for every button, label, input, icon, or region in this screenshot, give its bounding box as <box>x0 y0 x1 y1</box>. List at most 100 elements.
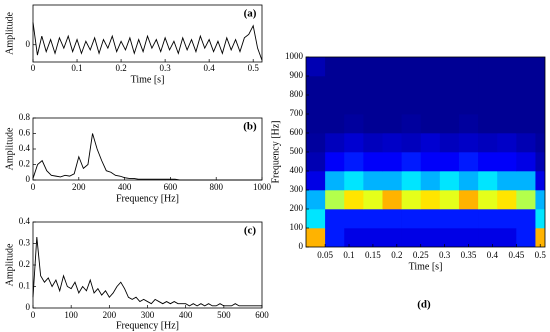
heatmap-cell <box>535 209 545 229</box>
heatmap-cell <box>344 228 364 247</box>
heatmap-cell <box>478 190 498 210</box>
heatmap-cell <box>325 114 345 134</box>
heatmap-cell <box>382 190 402 210</box>
x-tick-label: 100 <box>64 310 78 320</box>
heatmap-cell <box>497 114 517 134</box>
heatmap-cell <box>420 114 441 134</box>
heatmap-cell <box>535 190 545 210</box>
heatmap-cell <box>344 95 364 115</box>
heatmap-cell <box>401 95 422 115</box>
heatmap-cell <box>382 114 402 134</box>
heatmap-cell <box>478 114 498 134</box>
heatmap-cell <box>363 152 383 172</box>
x-tick-label: 0.4 <box>204 63 216 73</box>
heatmap-cell <box>363 228 383 247</box>
heatmap-cell <box>363 190 383 210</box>
plot-frame <box>32 4 263 63</box>
x-tick-label: 1000 <box>253 182 272 192</box>
x-tick-label: 0 <box>31 310 36 320</box>
heatmap-cell <box>478 133 498 153</box>
heatmap-cell <box>344 171 364 191</box>
y-tick-label: 0.6 <box>19 128 31 138</box>
y-tick-label: 200 <box>290 203 304 213</box>
heatmap-cell <box>497 152 517 172</box>
heatmap-cell <box>458 95 479 115</box>
x-tick-label: 600 <box>164 182 178 192</box>
heatmap-cell <box>497 190 517 210</box>
y-tick-label: 0 <box>26 302 31 312</box>
heatmap-cell <box>344 114 364 134</box>
heatmap-cell <box>458 57 479 77</box>
x-tick-label: 0 <box>31 63 36 73</box>
panel-label: (c) <box>244 225 257 237</box>
x-tick-label: 0.2 <box>115 63 126 73</box>
x-tick-label: 500 <box>217 310 231 320</box>
y-axis-label: Amplitude <box>4 243 15 286</box>
heatmap-cell <box>306 152 326 172</box>
heatmap-cell <box>306 190 326 210</box>
heatmap-cell <box>535 57 545 77</box>
y-tick-label: 0.2 <box>19 159 30 169</box>
heatmap-cell <box>363 171 383 191</box>
heatmap-cell <box>382 228 402 247</box>
heatmap-cell <box>478 57 498 77</box>
heatmap-cell <box>420 171 441 191</box>
heatmap-cell <box>497 95 517 115</box>
heatmap-cell <box>516 95 536 115</box>
heatmap-cell <box>401 190 422 210</box>
y-tick-label: 700 <box>290 108 304 118</box>
heatmap-cell <box>306 133 326 153</box>
heatmap-cell <box>420 95 441 115</box>
x-axis-label: Time [s] <box>131 74 165 85</box>
heatmap-cell <box>458 133 479 153</box>
y-tick-label: 100 <box>290 222 304 232</box>
signal-line <box>32 237 262 307</box>
heatmap-cell <box>458 114 479 134</box>
x-tick-label: 0.35 <box>461 250 477 260</box>
x-tick-label: 400 <box>118 182 132 192</box>
x-tick-label: 0.4 <box>487 250 499 260</box>
heatmap-cell <box>478 95 498 115</box>
heatmap-cell <box>325 95 345 115</box>
heatmap-cell <box>516 190 536 210</box>
heatmap-cell <box>306 209 326 229</box>
x-axis-label: Frequency [Hz] <box>116 320 179 331</box>
x-tick-label: 200 <box>103 310 117 320</box>
x-tick-label: 0.5 <box>248 63 260 73</box>
heatmap-cell <box>363 133 383 153</box>
heatmap-cell <box>401 171 422 191</box>
heatmap-cell <box>306 57 326 77</box>
heatmap-cell <box>516 152 536 172</box>
heatmap-cell <box>516 57 536 77</box>
heatmap-cell <box>535 152 545 172</box>
heatmap-cell <box>382 95 402 115</box>
heatmap-cell <box>439 171 460 191</box>
heatmap-cell <box>420 57 441 77</box>
heatmap-cell <box>344 76 364 96</box>
heatmap-cell <box>458 228 479 247</box>
heatmap-cell <box>497 76 517 96</box>
heatmap-cell <box>497 133 517 153</box>
heatmap-cell <box>325 171 345 191</box>
y-tick-label: 500 <box>290 146 304 156</box>
heatmap-cell <box>344 57 364 77</box>
y-tick-label: 0.3 <box>19 238 31 248</box>
x-tick-label: 0.25 <box>413 250 429 260</box>
panel-label: (a) <box>244 8 257 20</box>
x-tick-label: 0.1 <box>343 250 354 260</box>
heatmap-cell <box>439 95 460 115</box>
y-axis-label: Amplitude <box>4 127 15 170</box>
heatmap-cell <box>344 209 364 229</box>
heatmap-cell <box>439 228 460 247</box>
heatmap-cell <box>382 76 402 96</box>
heatmap-cell <box>478 76 498 96</box>
heatmap-cell <box>535 76 545 96</box>
heatmap-cell <box>535 133 545 153</box>
heatmap-cell <box>478 228 498 247</box>
heatmap-cell <box>382 152 402 172</box>
heatmap-cell <box>325 190 345 210</box>
heatmap-cell <box>420 76 441 96</box>
heatmap-cell <box>478 152 498 172</box>
y-tick-label: 400 <box>290 165 304 175</box>
